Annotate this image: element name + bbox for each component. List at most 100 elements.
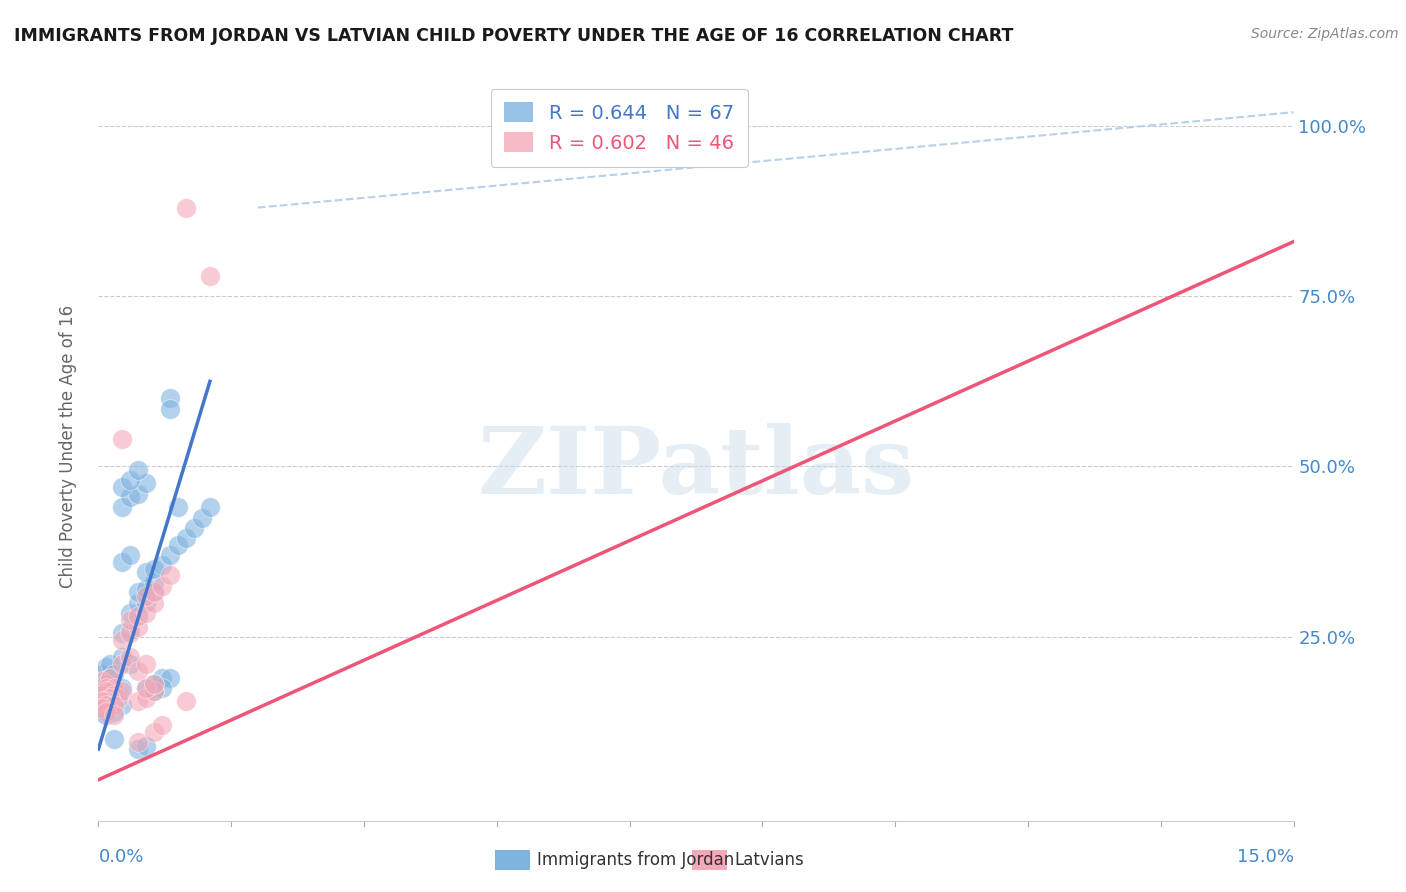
Point <box>96 701 118 715</box>
Point <box>127 619 149 633</box>
Point <box>167 500 190 515</box>
Point <box>111 480 134 494</box>
Point <box>107 691 129 706</box>
Point <box>127 585 149 599</box>
Point <box>111 500 134 515</box>
Point <box>96 708 118 723</box>
Point <box>103 731 125 746</box>
Point <box>91 701 114 715</box>
Point <box>103 681 125 695</box>
Point <box>183 521 205 535</box>
Point <box>127 463 149 477</box>
Point <box>111 698 134 712</box>
Point <box>120 548 142 562</box>
Point <box>167 538 190 552</box>
Point <box>120 650 142 665</box>
Point <box>135 589 157 603</box>
Text: IMMIGRANTS FROM JORDAN VS LATVIAN CHILD POVERTY UNDER THE AGE OF 16 CORRELATION : IMMIGRANTS FROM JORDAN VS LATVIAN CHILD … <box>14 27 1014 45</box>
Point <box>135 589 157 603</box>
Point <box>143 677 166 691</box>
Point <box>191 510 214 524</box>
Point <box>174 201 197 215</box>
Point <box>135 739 157 753</box>
Point <box>135 691 157 706</box>
Point <box>91 673 114 688</box>
Point <box>103 691 125 706</box>
Point <box>159 401 181 416</box>
Point <box>198 500 221 515</box>
Point <box>150 681 173 695</box>
Point <box>98 671 122 685</box>
Point <box>120 473 142 487</box>
Point <box>127 609 149 624</box>
Point <box>150 718 173 732</box>
Point <box>150 579 173 593</box>
Point <box>111 657 134 671</box>
Point <box>103 684 125 698</box>
Point <box>96 677 118 691</box>
Point <box>98 688 122 702</box>
Point <box>174 531 197 545</box>
Point <box>91 705 114 719</box>
Point <box>143 596 166 610</box>
Point <box>96 677 118 691</box>
Text: ZIPatlas: ZIPatlas <box>478 424 914 514</box>
Point <box>103 694 125 708</box>
Point <box>91 691 114 706</box>
Point <box>98 691 122 706</box>
Point <box>96 694 118 708</box>
Point <box>103 705 125 719</box>
Point <box>150 558 173 573</box>
Point <box>143 575 166 590</box>
Point <box>98 657 122 671</box>
Point <box>159 568 181 582</box>
Point <box>96 705 118 719</box>
Point <box>198 268 221 283</box>
Point <box>120 606 142 620</box>
Point <box>91 681 114 695</box>
Point <box>143 677 166 691</box>
Point <box>159 548 181 562</box>
Point <box>127 486 149 500</box>
Point <box>135 606 157 620</box>
Point <box>159 671 181 685</box>
Point <box>143 585 166 599</box>
Point <box>103 667 125 681</box>
Point <box>103 708 125 723</box>
Point <box>150 671 173 685</box>
Point <box>135 596 157 610</box>
Point <box>120 613 142 627</box>
Point <box>120 490 142 504</box>
Point <box>135 681 157 695</box>
Point <box>135 565 157 579</box>
Point <box>127 609 149 624</box>
Y-axis label: Child Poverty Under the Age of 16: Child Poverty Under the Age of 16 <box>59 304 77 588</box>
Point <box>91 698 114 712</box>
Point <box>96 691 118 706</box>
Point <box>111 681 134 695</box>
Text: Latvians: Latvians <box>734 851 804 869</box>
Point <box>96 673 118 688</box>
Point <box>135 657 157 671</box>
Text: Source: ZipAtlas.com: Source: ZipAtlas.com <box>1251 27 1399 41</box>
Point <box>111 626 134 640</box>
Point <box>111 650 134 665</box>
Point <box>96 684 118 698</box>
Point <box>91 667 114 681</box>
Point <box>111 633 134 648</box>
Point <box>91 694 114 708</box>
Point <box>98 671 122 685</box>
Point <box>96 694 118 708</box>
Point <box>143 684 166 698</box>
Point <box>103 688 125 702</box>
Legend: R = 0.644   N = 67, R = 0.602   N = 46: R = 0.644 N = 67, R = 0.602 N = 46 <box>491 88 748 167</box>
Point <box>143 585 166 599</box>
Point <box>91 688 114 702</box>
Point <box>107 688 129 702</box>
Point <box>127 742 149 756</box>
Point <box>135 582 157 596</box>
Point <box>96 660 118 674</box>
Point <box>103 698 125 712</box>
Point <box>120 657 142 671</box>
Point <box>111 555 134 569</box>
